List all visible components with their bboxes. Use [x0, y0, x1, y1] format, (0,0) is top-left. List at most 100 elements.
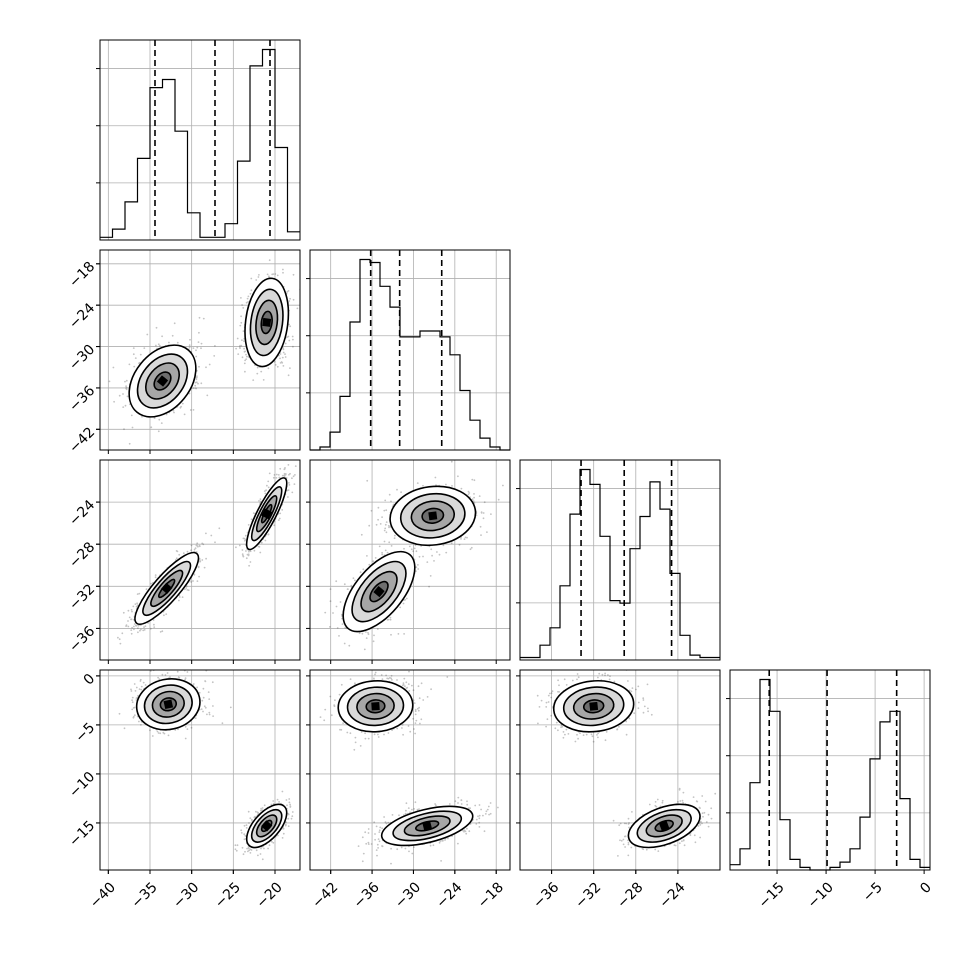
sample-point	[202, 543, 205, 546]
sample-point	[340, 613, 343, 616]
sample-point	[195, 376, 198, 379]
sample-point	[177, 676, 180, 678]
sample-point	[130, 414, 133, 417]
sample-point	[195, 544, 198, 547]
sample-point	[204, 706, 207, 709]
sample-point	[157, 343, 160, 346]
sample-point	[134, 690, 137, 692]
sample-point	[282, 832, 285, 835]
sample-point	[122, 393, 124, 395]
sample-point	[125, 387, 127, 389]
sample-point	[212, 705, 214, 707]
axes-frame	[99, 669, 301, 871]
sample-point	[130, 629, 133, 631]
sample-point	[95, 381, 97, 383]
sample-point	[195, 381, 198, 384]
density-peak	[161, 582, 173, 595]
sample-point	[257, 545, 260, 548]
sample-point	[241, 846, 244, 849]
sample-point	[187, 589, 190, 592]
sample-point	[244, 850, 246, 853]
sample-point	[218, 527, 221, 530]
sample-point	[153, 417, 156, 419]
sample-point	[201, 699, 204, 702]
sample-point	[265, 489, 267, 492]
sample-point	[184, 677, 187, 679]
sample-point	[284, 473, 287, 476]
sample-point	[221, 722, 224, 725]
sample-point	[240, 832, 243, 834]
sample-point	[255, 810, 257, 813]
sample-point	[273, 474, 276, 476]
sample-point	[198, 331, 200, 334]
sample-point	[181, 596, 184, 598]
sample-point	[131, 626, 134, 629]
sample-point	[188, 344, 191, 346]
sample-point	[130, 618, 133, 621]
sample-point	[153, 626, 156, 628]
sample-point	[267, 480, 270, 483]
sample-point	[344, 627, 347, 629]
sample-point	[285, 799, 288, 801]
sample-point	[241, 304, 244, 306]
sample-point	[267, 486, 270, 489]
sample-point	[274, 364, 277, 366]
sample-point	[134, 624, 137, 627]
sample-point	[433, 560, 435, 562]
axes-frame	[99, 39, 301, 241]
sample-point	[272, 476, 275, 479]
sample-point	[122, 611, 125, 614]
axes-frame	[99, 249, 301, 451]
sample-point	[196, 544, 198, 547]
sample-point	[198, 365, 200, 368]
sample-point	[253, 549, 256, 552]
sample-point	[241, 553, 244, 556]
sample-point	[372, 640, 375, 643]
sample-point	[190, 549, 192, 552]
sample-point	[125, 386, 128, 389]
sample-point	[204, 664, 206, 666]
sample-point	[394, 534, 396, 537]
sample-point	[283, 468, 286, 471]
sample-point	[143, 626, 145, 628]
sample-point	[240, 297, 242, 299]
sample-point	[179, 406, 182, 409]
sample-point	[263, 847, 265, 850]
sample-point	[292, 475, 295, 478]
sample-point	[292, 338, 294, 341]
sample-point	[194, 387, 197, 390]
sample-point	[200, 708, 203, 710]
sample-point	[266, 273, 269, 276]
sample-point	[247, 810, 250, 813]
sample-point	[162, 731, 165, 734]
sample-point	[125, 385, 127, 388]
sample-point	[352, 577, 355, 580]
sample-point	[133, 628, 135, 631]
sample-point	[288, 798, 291, 800]
sample-point	[241, 356, 244, 359]
sample-point	[242, 330, 245, 332]
sample-point	[247, 850, 249, 853]
sample-point	[281, 474, 284, 477]
sample-point	[195, 387, 198, 390]
sample-point	[196, 580, 199, 582]
sample-point	[244, 539, 246, 542]
sample-point	[281, 509, 284, 511]
sample-point	[151, 735, 154, 737]
sample-point	[273, 524, 276, 527]
sample-point	[358, 632, 361, 635]
sample-point	[286, 336, 289, 338]
sample-point	[172, 409, 175, 412]
sample-point	[132, 605, 135, 608]
sample-point	[178, 596, 181, 598]
sample-point	[186, 550, 189, 553]
sample-point	[127, 620, 129, 622]
sample-point	[176, 341, 179, 344]
sample-point	[257, 812, 260, 814]
sample-point	[252, 512, 255, 514]
sample-point	[133, 623, 136, 625]
sample-point	[238, 346, 241, 348]
sample-point	[361, 632, 364, 635]
sample-point	[291, 811, 294, 813]
sample-point	[163, 732, 166, 735]
